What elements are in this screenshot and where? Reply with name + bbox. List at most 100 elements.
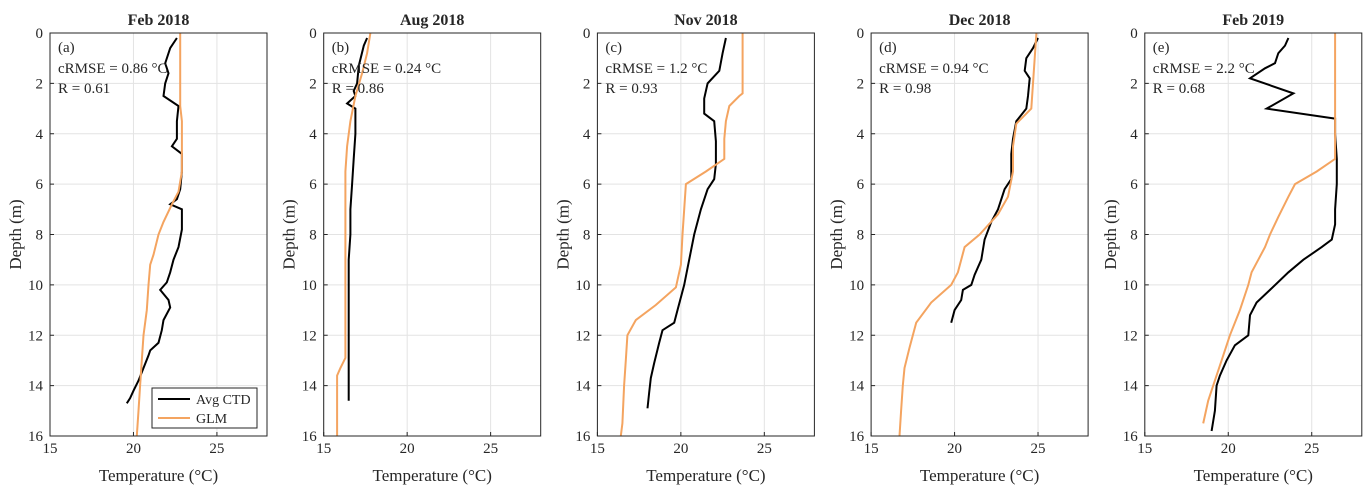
panel-label: (e) [1153, 40, 1170, 56]
annotation: cRMSE = 2.2 °C [1153, 61, 1255, 77]
axes-box [596, 32, 815, 437]
y-tick-label: 14 [302, 379, 318, 395]
y-tick-label: 4 [857, 127, 865, 143]
y-tick-label: 8 [309, 228, 317, 244]
y-tick-label: 6 [857, 177, 865, 193]
y-tick-label: 16 [849, 429, 865, 445]
x-tick-label: 20 [947, 441, 962, 457]
y-tick-label: 8 [36, 228, 44, 244]
y-tick-label: 4 [309, 127, 317, 143]
y-tick-label: 2 [857, 76, 865, 92]
y-axis-label: Depth (m) [553, 199, 572, 269]
y-tick-label: 12 [849, 328, 864, 344]
x-axis-label: Temperature (°C) [646, 466, 765, 485]
annotation: cRMSE = 1.2 °C [605, 61, 707, 77]
y-tick-label: 10 [302, 278, 317, 294]
x-tick-label: 25 [757, 441, 772, 457]
x-tick-label: 20 [1221, 441, 1236, 457]
annotation: cRMSE = 0.94 °C [879, 61, 988, 77]
y-tick-label: 2 [36, 76, 44, 92]
x-tick-label: 25 [483, 441, 498, 457]
x-tick-label: 15 [43, 441, 58, 457]
y-tick-label: 12 [302, 328, 317, 344]
profile-line [135, 33, 183, 437]
y-tick-label: 16 [1123, 429, 1139, 445]
panel-label: (d) [879, 40, 897, 56]
x-tick-label: 25 [1031, 441, 1046, 457]
y-tick-label: 10 [28, 278, 43, 294]
y-tick-label: 4 [583, 127, 591, 143]
x-axis-label: Temperature (°C) [1194, 466, 1313, 485]
x-axis-label: Temperature (°C) [99, 466, 218, 485]
profile-line [898, 32, 1038, 437]
y-axis-label: Depth (m) [6, 199, 25, 269]
panel: 15 20 25 0 2 4 6 8 10 12 14 16 Feb 2018 (a) cRMSE = 0.… [6, 12, 268, 485]
x-tick-label: 15 [316, 441, 331, 457]
y-tick-label: 16 [575, 429, 591, 445]
profile-line [1210, 37, 1338, 432]
y-tick-label: 14 [849, 379, 865, 395]
panel-label: (b) [332, 40, 350, 56]
x-tick-label: 20 [400, 441, 415, 457]
profile-line [125, 37, 183, 404]
chart-title: Aug 2018 [400, 12, 464, 29]
profile-line [950, 37, 1039, 323]
x-tick-label: 15 [864, 441, 879, 457]
y-tick-label: 4 [1130, 127, 1138, 143]
axes-box [49, 32, 268, 437]
y-tick-label: 2 [309, 76, 317, 92]
y-tick-label: 0 [1130, 26, 1138, 42]
panel-label: (a) [58, 40, 75, 56]
annotation: R = 0.68 [1153, 81, 1205, 97]
panel: 15 20 25 0 2 4 6 8 10 12 14 16 Dec 2018 (d) cRMSE = 0.… [827, 12, 1089, 485]
panel-label: (c) [605, 40, 622, 56]
y-tick-label: 0 [583, 26, 591, 42]
legend-label: Avg CTD [196, 393, 251, 408]
y-tick-label: 6 [1130, 177, 1138, 193]
y-tick-label: 16 [28, 429, 44, 445]
y-tick-label: 6 [583, 177, 591, 193]
annotation: R = 0.86 [332, 81, 385, 97]
y-tick-label: 8 [857, 228, 865, 244]
y-tick-label: 8 [583, 228, 591, 244]
y-tick-label: 2 [583, 76, 591, 92]
axes-box [870, 32, 1089, 437]
profile-line [619, 33, 744, 437]
y-tick-label: 12 [28, 328, 43, 344]
y-axis-label: Depth (m) [827, 199, 846, 269]
x-tick-label: 25 [209, 441, 224, 457]
y-tick-label: 10 [849, 278, 864, 294]
y-tick-label: 0 [36, 26, 44, 42]
axes-box [1144, 32, 1363, 437]
y-tick-label: 0 [857, 26, 865, 42]
y-tick-label: 0 [309, 26, 317, 42]
y-tick-label: 16 [302, 429, 318, 445]
y-tick-label: 12 [575, 328, 590, 344]
panel: 15 20 25 0 2 4 6 8 10 12 14 16 Feb 2019 (e) cRMSE = 2.… [1101, 12, 1363, 485]
y-tick-label: 14 [28, 379, 44, 395]
x-axis-label: Temperature (°C) [920, 466, 1039, 485]
y-tick-label: 10 [1123, 278, 1138, 294]
profile-line [1202, 33, 1337, 424]
x-tick-label: 15 [590, 441, 605, 457]
profile-line [345, 37, 369, 401]
panel: 15 20 25 0 2 4 6 8 10 12 14 16 Aug 2018 (b) cRMSE = 0.… [280, 12, 542, 485]
x-tick-label: 20 [126, 441, 141, 457]
y-tick-label: 14 [1123, 379, 1139, 395]
axes-box [323, 32, 542, 437]
legend-box [151, 387, 258, 429]
annotation: R = 0.61 [58, 81, 110, 97]
y-tick-label: 14 [575, 379, 591, 395]
y-tick-label: 12 [1123, 328, 1138, 344]
y-tick-label: 8 [1130, 228, 1138, 244]
x-tick-label: 25 [1304, 441, 1319, 457]
profile-line [646, 37, 727, 409]
y-axis-label: Depth (m) [280, 199, 299, 269]
y-tick-label: 4 [36, 127, 44, 143]
y-tick-label: 2 [1130, 76, 1138, 92]
x-tick-label: 20 [673, 441, 688, 457]
y-axis-label: Depth (m) [1101, 199, 1120, 269]
panel: 15 20 25 0 2 4 6 8 10 12 14 16 Nov 2018 (c) cRMSE = 1.… [553, 12, 815, 485]
chart-title: Dec 2018 [949, 12, 1011, 29]
